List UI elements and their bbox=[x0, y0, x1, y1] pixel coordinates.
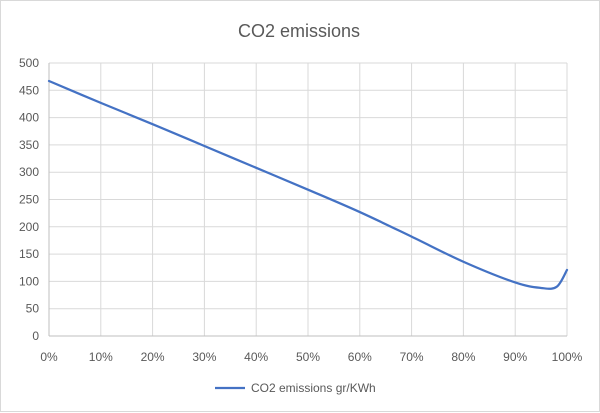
y-tick-label: 100 bbox=[19, 274, 39, 288]
gridlines bbox=[49, 62, 568, 336]
x-tick-label: 50% bbox=[296, 350, 320, 364]
x-tick-label: 0% bbox=[40, 350, 58, 364]
x-tick-label: 80% bbox=[451, 350, 475, 364]
x-tick-label: 60% bbox=[348, 350, 372, 364]
y-tick-label: 150 bbox=[19, 247, 39, 261]
series-layer bbox=[47, 79, 569, 290]
x-tick-label: 10% bbox=[89, 350, 113, 364]
x-axis-tick-labels: 0% 10% 20% 30% 40% 50% 60% 70% 80% 90% 100% bbox=[40, 350, 582, 364]
y-tick-label: 450 bbox=[19, 83, 39, 97]
y-tick-label: 250 bbox=[19, 193, 39, 207]
y-tick-label: 0 bbox=[32, 329, 39, 343]
y-tick-label: 400 bbox=[19, 111, 39, 125]
x-tick-label: 70% bbox=[400, 350, 424, 364]
y-tick-label: 50 bbox=[26, 302, 40, 316]
chart-title: CO2 emissions bbox=[238, 21, 360, 41]
x-tick-label: 40% bbox=[244, 350, 268, 364]
y-axis-tick-labels: 0 50 100 150 200 250 300 350 400 450 500 bbox=[19, 56, 39, 343]
axes bbox=[48, 63, 567, 337]
legend: CO2 emissions gr/KWh bbox=[215, 381, 376, 395]
x-tick-label: 30% bbox=[192, 350, 216, 364]
legend-label: CO2 emissions gr/KWh bbox=[251, 381, 376, 395]
y-tick-label: 200 bbox=[19, 220, 39, 234]
y-tick-label: 350 bbox=[19, 138, 39, 152]
y-tick-label: 300 bbox=[19, 165, 39, 179]
y-tick-label: 500 bbox=[19, 56, 39, 70]
x-tick-label: 90% bbox=[503, 350, 527, 364]
x-tick-label: 100% bbox=[552, 350, 583, 364]
x-tick-label: 20% bbox=[141, 350, 165, 364]
series-line bbox=[47, 79, 569, 290]
